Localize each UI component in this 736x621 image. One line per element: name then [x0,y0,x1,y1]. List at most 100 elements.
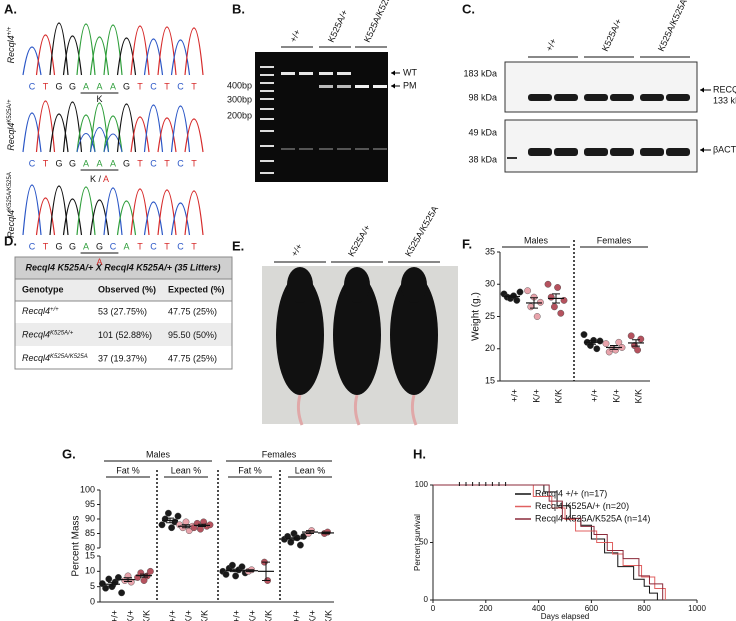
ladder-band [260,130,274,132]
lane-label: K525A/+ [346,223,372,258]
ladder-band [260,98,274,100]
band-label: WT [403,67,417,77]
point [174,512,182,520]
point [544,280,552,288]
ladder-band [507,157,517,159]
x-tick-label: +/+ [231,610,241,621]
x-tick-label: +/+ [509,389,519,402]
base: G [69,241,76,251]
band [640,94,664,101]
panel-label: H. [413,446,426,461]
trace-peak [184,27,204,76]
blot-bands [507,94,690,159]
observed: 37 (19.37%) [98,353,147,363]
y-axis-label: Percent Mass [71,515,82,576]
base: G [69,81,76,91]
y-tick-label: 95 [85,499,95,509]
ladder-band [260,82,274,84]
table-header: Observed (%) [98,284,156,294]
allele: K525A/K525A [50,354,88,360]
genotype: Recql4K525A/+ [6,99,16,151]
error-bar [322,531,330,535]
base: C [29,241,36,251]
band [610,148,634,156]
x-tick-label: +/+ [167,610,177,621]
error-bar [230,568,238,573]
trace-peak [143,201,164,236]
group-label: Males [146,449,171,459]
size-label: 200bp [227,110,252,120]
base: A [96,158,102,168]
y-tick-label: 100 [80,484,95,494]
error-bar [246,569,254,573]
annotation-part: K / [90,174,103,184]
error-bar [166,517,174,524]
base: T [191,241,197,251]
x-tick-label: 0 [431,604,436,613]
annotation-part: A [103,174,109,184]
gel [255,52,388,182]
x-tick-label: 600 [585,604,599,613]
x-tick-label: K/K [553,389,563,404]
point [222,571,230,578]
trace-peak [103,115,123,153]
base: A [83,241,89,251]
band [319,148,333,150]
survival-curve [433,484,664,600]
trace-peak [76,186,96,236]
band [666,94,690,101]
trace-peak [170,39,191,76]
point [554,284,561,291]
point [547,293,555,301]
base: G [96,241,103,251]
x-tick-label: +/+ [291,610,301,621]
band [584,148,608,156]
trace-peak [35,100,56,153]
kda-label: 49 kDa [468,127,497,137]
trace-peak [116,200,137,236]
lane-label: K525A/+ [326,8,350,44]
lane-label: K525A/+ [600,17,624,53]
arrow-head [700,87,704,93]
base: C [177,241,184,251]
kda-label: 38 kDa [468,154,497,164]
gene: Recql4 [22,306,50,316]
y-tick-label: 30 [485,279,495,289]
table-title: Recql4 K525A/+ X Recql4 K525A/+ (35 Litt… [25,262,220,272]
survival-curve [433,484,666,600]
point [516,288,524,296]
ladder-band [260,145,274,147]
lane-label: +/+ [288,28,303,44]
error-bar [588,339,596,345]
base: C [177,158,184,168]
annotation: K / A [90,174,109,184]
base: G [55,158,62,168]
y-tick-label: 5 [90,581,95,591]
panel-label: G. [62,446,76,461]
band [640,148,664,156]
y-tick-label: 15 [485,375,495,385]
base: T [43,158,49,168]
ladder-band [260,118,274,120]
panel-label: C. [462,1,475,16]
trace-peak [157,189,177,236]
trace-peak [157,117,177,153]
table-rows: Recql4+/+ 53 (27.75%) 47.75 (25%)Recql4K52… [22,306,217,363]
mouse-head [344,267,370,303]
x-tick-label: K/K [633,389,643,404]
allele: K525A/+ [50,330,74,336]
base: A [110,158,116,168]
x-tick-label: K/+ [183,610,193,621]
gene: Recql4 [6,123,16,151]
protein-size: 133 kDa [713,95,736,105]
point [296,541,304,549]
allele: K525A/K525A [7,172,13,210]
table-header: Genotype [22,284,64,294]
trace-peak [184,118,204,153]
error-bar [182,524,190,529]
subgroup-label: Lean % [295,465,326,475]
point [637,335,645,343]
protein-label: RECQL4 [713,84,736,94]
base: A [123,241,129,251]
y-tick-label: 50 [419,538,428,547]
